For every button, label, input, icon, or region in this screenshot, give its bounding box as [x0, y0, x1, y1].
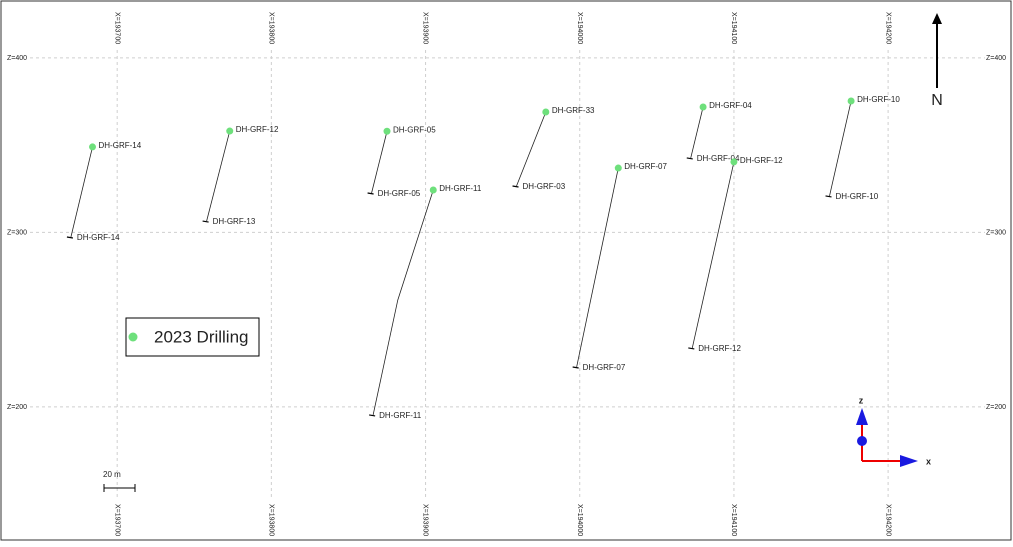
axis-z-head — [856, 408, 868, 425]
axis-origin — [857, 436, 867, 446]
x-tick-label: X=193800 — [268, 12, 275, 44]
y-tick-label: Z=300 — [986, 229, 1006, 236]
legend-marker — [128, 332, 138, 342]
toe-label: DH-GRF-07 — [583, 363, 626, 372]
collar — [730, 158, 738, 166]
y-tick-label: Z=200 — [7, 404, 27, 411]
x-tick-label: X=194200 — [884, 504, 891, 536]
toe-tick — [66, 236, 74, 239]
toe-tick — [686, 157, 693, 160]
toe-label: DH-GRF-13 — [213, 217, 256, 226]
drillhole-trace — [371, 131, 388, 194]
y-tick-label: Z=400 — [7, 55, 27, 62]
x-tick-label: X=194100 — [730, 12, 737, 44]
scale-bar — [103, 484, 136, 492]
axis-z-label: z — [859, 395, 864, 405]
collar — [429, 186, 437, 194]
axis-x-label: x — [926, 456, 931, 466]
drillhole-trace — [576, 167, 619, 368]
drillhole-trace — [516, 111, 547, 187]
x-tick-label: X=193700 — [113, 12, 120, 44]
legend-box — [125, 317, 260, 357]
drillhole-trace — [70, 146, 93, 238]
collar-label: DH-GRF-05 — [393, 125, 436, 134]
collar — [542, 108, 550, 116]
axis-x-head — [900, 455, 918, 467]
collar-label: DH-GRF-11 — [439, 184, 482, 193]
scale-label: 20 m — [103, 470, 121, 479]
toe-tick — [572, 366, 579, 369]
x-tick-label: X=194100 — [730, 504, 737, 536]
drillhole-trace — [691, 161, 735, 349]
collar — [847, 97, 855, 105]
collar-label: DH-GRF-04 — [709, 101, 752, 110]
x-tick-label: X=193800 — [268, 504, 275, 536]
collar — [383, 127, 391, 135]
toe-tick — [688, 347, 695, 350]
collar-label: DH-GRF-33 — [552, 106, 595, 115]
drillhole-trace — [206, 130, 231, 222]
legend-label: 2023 Drilling — [154, 327, 249, 346]
collar-label: DH-GRF-12 — [236, 125, 279, 134]
toe-tick — [202, 220, 209, 223]
collar — [226, 127, 234, 135]
toe-tick — [512, 185, 519, 188]
toe-tick — [825, 195, 832, 198]
collar — [699, 103, 707, 111]
x-tick-label: X=194000 — [576, 12, 583, 44]
toe-label: DH-GRF-11 — [379, 411, 422, 420]
toe-label: DH-GRF-05 — [378, 189, 421, 198]
drillhole-trace — [372, 189, 434, 416]
toe-label: DH-GRF-12 — [698, 344, 741, 353]
north-label: N — [931, 92, 943, 109]
y-tick-label: Z=300 — [7, 229, 27, 236]
toe-label: DH-GRF-04 — [697, 154, 740, 163]
collar — [89, 143, 97, 151]
collar — [614, 164, 622, 172]
north-arrow-head — [932, 13, 942, 24]
x-tick-label: X=193900 — [422, 12, 429, 44]
drillhole-trace — [829, 100, 852, 197]
toe-label: DH-GRF-14 — [77, 233, 120, 242]
collar-label: DH-GRF-10 — [857, 95, 900, 104]
toe-tick — [367, 192, 374, 195]
toe-label: DH-GRF-03 — [523, 182, 566, 191]
x-tick-label: X=194200 — [884, 12, 891, 44]
plot: X=193700 X=193700 X=193800 X=193800 X=193900… — [7, 12, 1006, 536]
collar-label: DH-GRF-07 — [624, 162, 667, 171]
y-tick-label: Z=200 — [986, 404, 1006, 411]
x-tick-label: X=194000 — [576, 504, 583, 536]
x-tick-label: X=193700 — [113, 504, 120, 536]
collar-label: DH-GRF-12 — [740, 156, 783, 165]
y-tick-label: Z=400 — [986, 55, 1006, 62]
toe-label: DH-GRF-10 — [836, 192, 879, 201]
collar-label: DH-GRF-14 — [99, 141, 142, 150]
x-tick-label: X=193900 — [422, 504, 429, 536]
toe-tick — [369, 414, 376, 417]
drillhole-trace — [690, 106, 704, 159]
